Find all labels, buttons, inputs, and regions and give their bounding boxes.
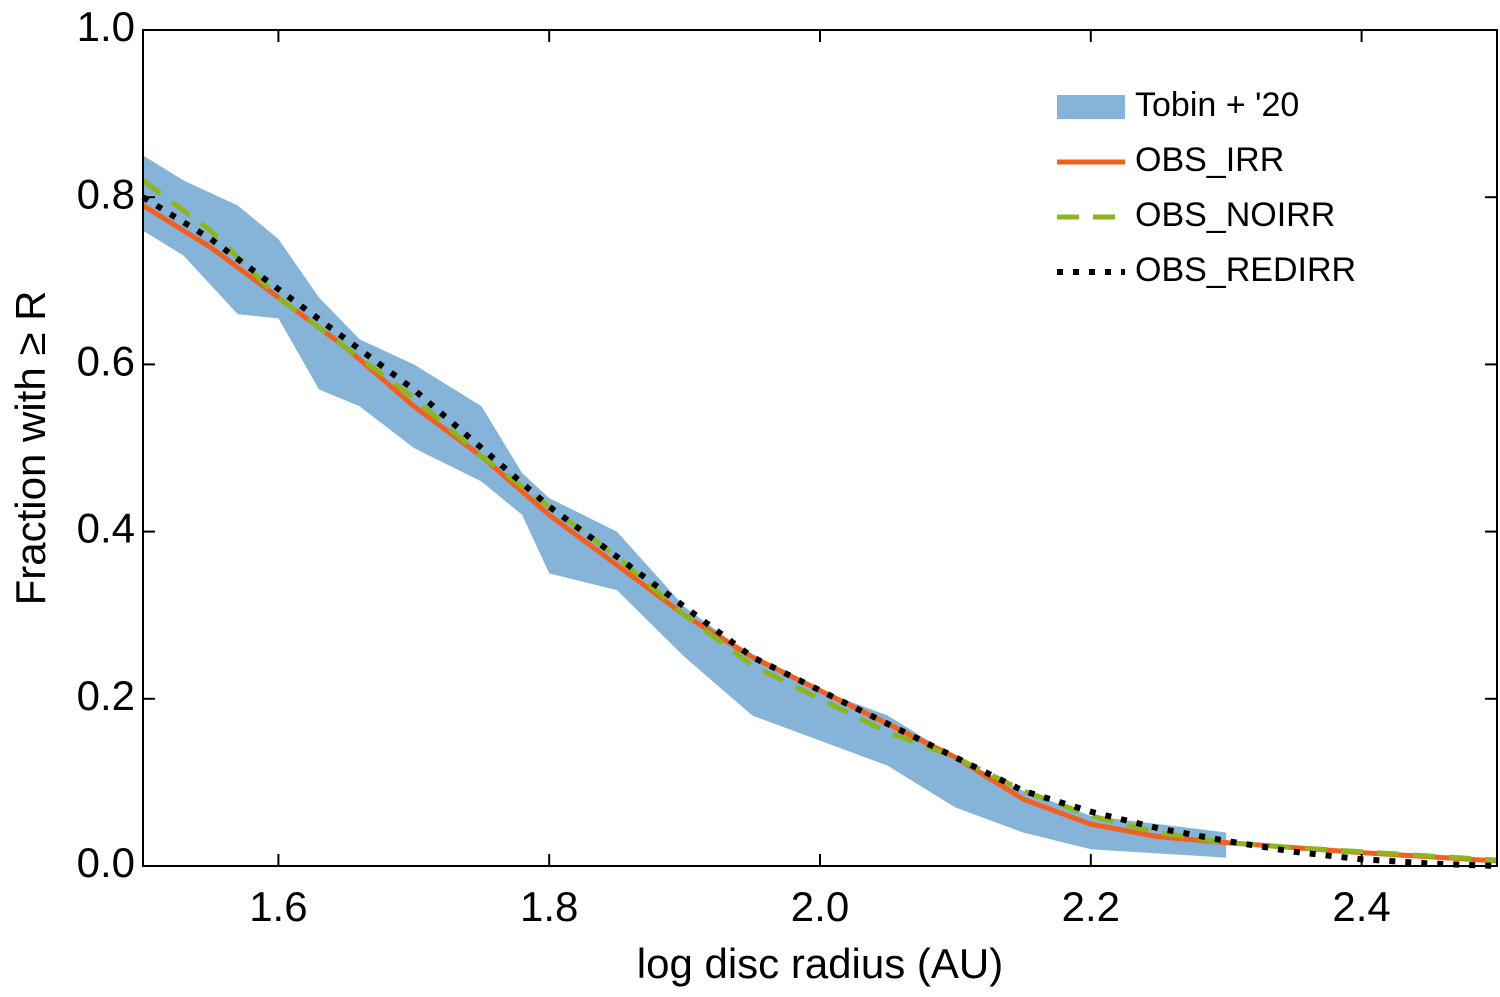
- series-line: [141, 203, 1498, 864]
- x-axis-label: log disc radius (AU): [637, 940, 1003, 987]
- x-tick-label: 1.8: [520, 883, 578, 930]
- series-line: [141, 194, 1498, 869]
- series-line: [141, 178, 1498, 863]
- legend-label: OBS_NOIRR: [1135, 196, 1335, 234]
- y-tick-label: 0.0: [77, 839, 135, 886]
- y-tick-label: 0.6: [77, 337, 135, 384]
- y-axis-label: Fraction with ≥ R: [7, 291, 54, 606]
- error-band: [143, 155, 1227, 858]
- x-tick-label: 2.0: [791, 883, 849, 930]
- y-tick-label: 0.4: [77, 505, 135, 552]
- x-tick-label: 2.4: [1332, 883, 1390, 930]
- legend-label: OBS_IRR: [1135, 141, 1284, 179]
- x-tick-label: 2.2: [1062, 883, 1120, 930]
- x-tick-label: 1.6: [249, 883, 307, 930]
- legend-label: Tobin + '20: [1135, 86, 1299, 124]
- y-tick-label: 0.8: [77, 170, 135, 217]
- legend-swatch: [1057, 95, 1125, 119]
- legend-label: OBS_REDIRR: [1135, 251, 1356, 289]
- y-tick-label: 0.2: [77, 672, 135, 719]
- y-tick-label: 1.0: [77, 3, 135, 50]
